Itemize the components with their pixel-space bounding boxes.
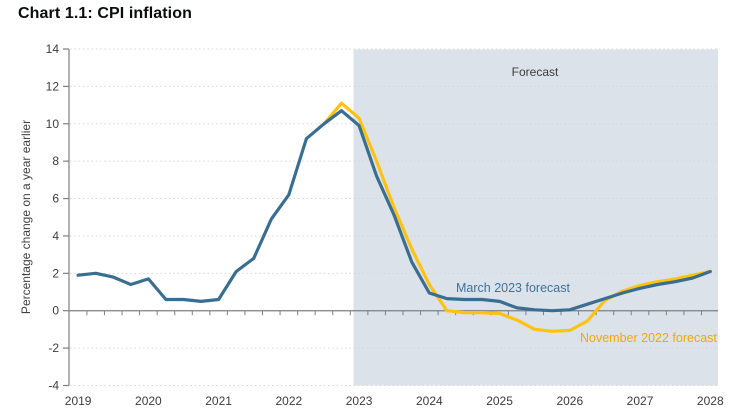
- x-tick-label: 2024: [416, 394, 443, 408]
- x-tick-label: 2026: [556, 394, 583, 408]
- y-tick-label: 4: [52, 229, 59, 243]
- november-2022-forecast-label: November 2022 forecast: [580, 331, 717, 345]
- march-2023-forecast-label: March 2023 forecast: [456, 281, 570, 295]
- x-tick-label: 2020: [135, 394, 162, 408]
- x-tick-label: 2021: [205, 394, 232, 408]
- chart-title: Chart 1.1: CPI inflation: [18, 5, 192, 22]
- y-tick-label: 2: [52, 266, 59, 280]
- y-tick-label: -4: [48, 379, 59, 393]
- forecast-label: Forecast: [512, 65, 559, 79]
- y-tick-label: 10: [46, 117, 60, 131]
- y-tick-label: 0: [52, 304, 59, 318]
- x-tick-label: 2022: [275, 394, 302, 408]
- x-tick-label: 2019: [65, 394, 92, 408]
- x-tick-label: 2023: [346, 394, 373, 408]
- y-tick-label: 6: [52, 192, 59, 206]
- y-tick-label: 8: [52, 154, 59, 168]
- y-tick-label: 14: [46, 42, 60, 56]
- y-tick-label: 12: [46, 79, 60, 93]
- march-2023-forecast-line: [76, 109, 712, 313]
- november-2022-forecast-line: [322, 101, 712, 333]
- x-tick-label: 2028: [697, 394, 724, 408]
- x-tick-label: 2027: [627, 394, 654, 408]
- x-tick-label: 2025: [486, 394, 513, 408]
- y-axis-title: Percentage change on a year earlier: [19, 120, 33, 314]
- y-tick-label: -2: [48, 341, 59, 355]
